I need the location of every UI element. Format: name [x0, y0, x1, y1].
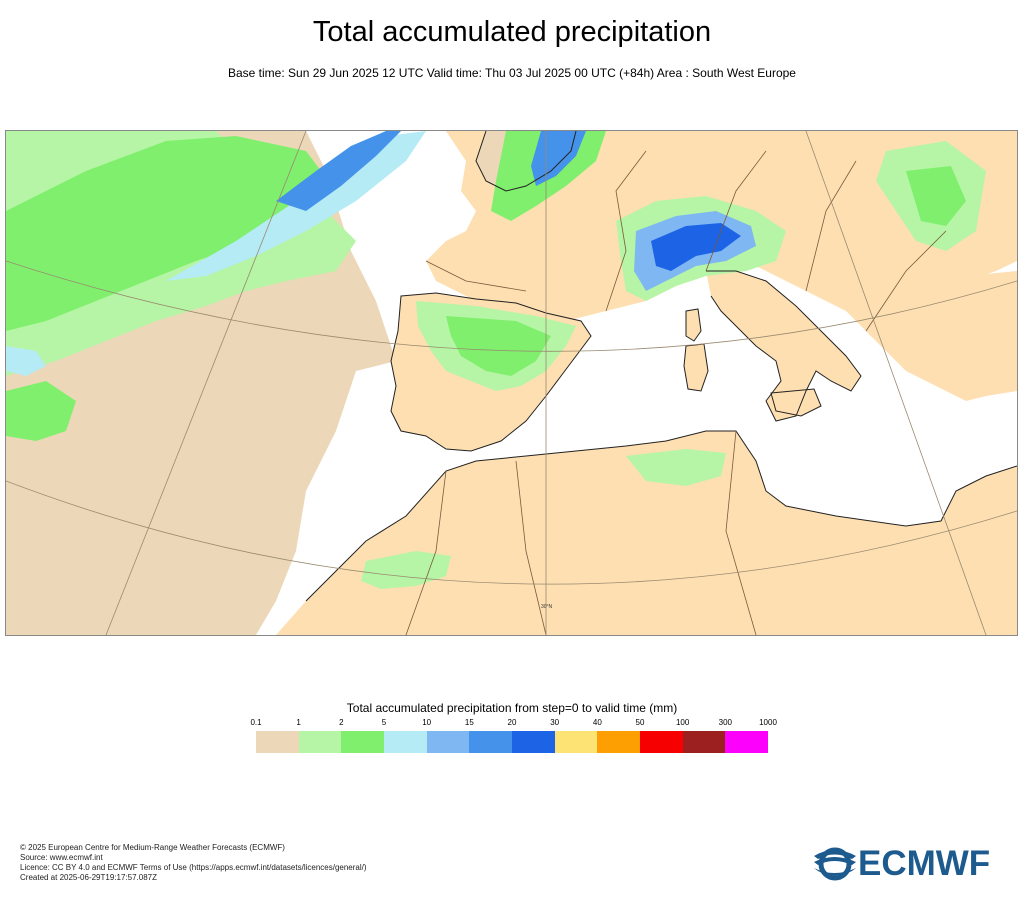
legend-tick-label: 100 — [675, 718, 690, 727]
legend-tick-label: 30 — [550, 718, 560, 727]
west-rain-patch — [6, 381, 76, 441]
legend-swatch — [469, 731, 513, 753]
legend-swatch — [341, 731, 385, 753]
land-sicily — [771, 389, 821, 416]
graticule — [6, 131, 1017, 635]
footer-source: Source: www.ecmwf.int — [20, 853, 103, 862]
land-balkans — [846, 271, 1017, 401]
legend-tick-label: 2 — [339, 718, 344, 727]
legend-tick-label: 300 — [718, 718, 733, 727]
coastlines — [305, 131, 1017, 602]
legend-tick-label: 10 — [422, 718, 432, 727]
land-italy — [706, 271, 861, 421]
legend-tick-label: 20 — [507, 718, 517, 727]
legend-tick-label: 1000 — [759, 718, 777, 727]
legend-swatch — [682, 731, 726, 753]
land-corsica — [686, 309, 701, 341]
alps-rain-heavy — [651, 223, 741, 271]
atlantic-rain-core — [6, 136, 336, 331]
footer-copyright: © 2025 European Centre for Medium-Range … — [20, 843, 285, 852]
lat-label-30n: 30°N — [541, 604, 553, 610]
legend-tick-label: 15 — [464, 718, 474, 727]
land-sardinia — [684, 344, 708, 391]
legend-swatch — [298, 731, 342, 753]
map-svg: 30°N — [6, 131, 1017, 635]
legend-tick-label: 50 — [635, 718, 645, 727]
footer-created: Created at 2025-06-29T19:17:57.087Z — [20, 873, 157, 882]
west-rain-patch-2 — [6, 346, 46, 376]
chart-subtitle: Base time: Sun 29 Jun 2025 12 UTC Valid … — [228, 66, 796, 80]
legend-swatch — [384, 731, 427, 753]
legend-tick-label: 0.1 — [250, 718, 262, 727]
legend-ticks: 0.1 1 2 5 10 15 20 30 40 50 100 300 1000 — [0, 718, 1024, 730]
ecmwf-logo-icon — [814, 847, 856, 881]
legend-title: Total accumulated precipitation from ste… — [346, 701, 678, 715]
legend-swatch — [512, 731, 555, 753]
legend-swatch — [640, 731, 683, 753]
legend-swatch — [554, 731, 598, 753]
atlantic-rain-blue — [276, 131, 401, 211]
atlas-rain — [361, 551, 451, 589]
footer-credits: © 2025 European Centre for Medium-Range … — [20, 843, 367, 883]
legend-swatch — [597, 731, 641, 753]
algeria-rain — [626, 449, 726, 486]
chart-title: Total accumulated precipitation — [312, 16, 712, 48]
country-borders — [405, 150, 947, 635]
precipitation-map: 30°N — [5, 130, 1018, 636]
legend-swatch — [725, 731, 769, 753]
legend-swatch — [256, 731, 299, 753]
legend-tick-label: 1 — [296, 718, 301, 727]
legend-tick-label: 40 — [592, 718, 602, 727]
legend-tick-label: 5 — [381, 718, 387, 727]
ecmwf-logo-text: ECMWF — [858, 844, 991, 883]
footer-licence: Licence: CC BY 4.0 and ECMWF Terms of Us… — [20, 863, 367, 872]
balkans-rain-core — [906, 166, 966, 226]
legend-color-bar — [256, 731, 769, 753]
legend-swatch — [426, 731, 470, 753]
iberia-rain-core — [446, 316, 551, 376]
land-north-africa — [276, 431, 1017, 635]
